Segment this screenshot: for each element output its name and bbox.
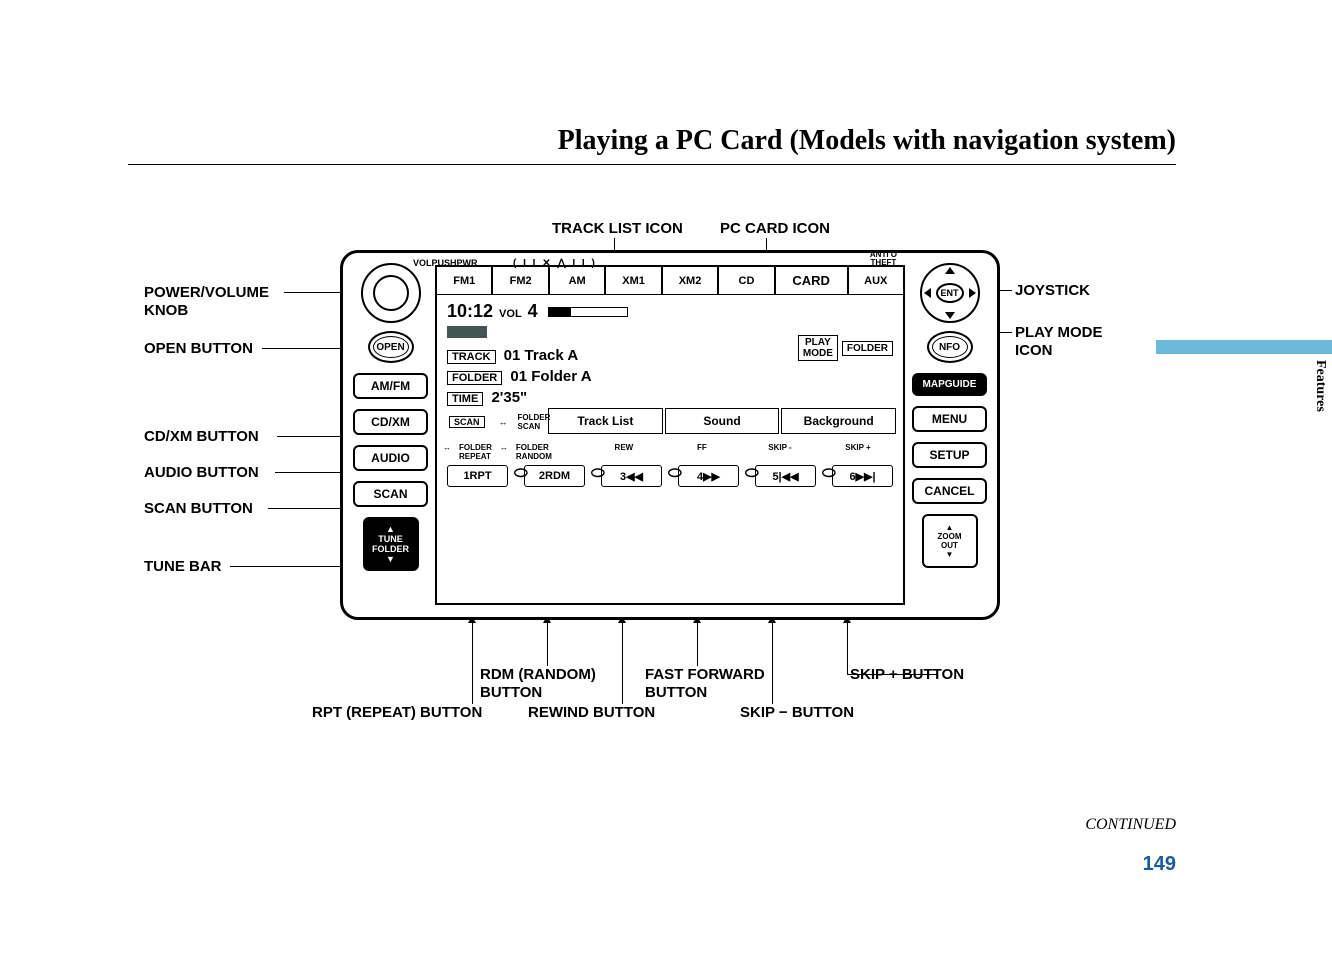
play-mode-group: PLAY MODE FOLDER (798, 335, 893, 361)
cdxm-button[interactable]: CD/XM (353, 409, 428, 435)
callout-rewind: REWIND BUTTON (528, 704, 655, 722)
volume-bar (548, 307, 628, 317)
joystick[interactable]: ENT (920, 263, 980, 323)
callout-tune-bar: TUNE BAR (144, 558, 222, 576)
tune-folder-bar[interactable]: ▲ TUNE FOLDER ▼ (363, 517, 419, 571)
btn-3rew[interactable]: 3◀◀ (601, 465, 662, 487)
tab-am[interactable]: AM (549, 267, 605, 294)
tab-fm2[interactable]: FM2 (492, 267, 548, 294)
stereo-unit: VOLPUSHPWR ( I I ✕ ⋀ I I ) ANTI O THEFT … (340, 250, 1000, 620)
audio-button[interactable]: AUDIO (353, 445, 428, 471)
section-side-tab: Features (1304, 340, 1332, 440)
callout-cdxm-button: CD/XM BUTTON (144, 428, 259, 446)
vol-level: 4 (528, 301, 538, 322)
line (547, 622, 548, 666)
tab-cd[interactable]: CD (718, 267, 774, 294)
tab-xm2[interactable]: XM2 (662, 267, 718, 294)
btn-6skip-fwd[interactable]: 6▶▶| (832, 465, 893, 487)
vol-label: VOL (499, 308, 522, 320)
callout-skip-minus: SKIP − BUTTON (740, 704, 854, 722)
elapsed-time: 2'35" (491, 389, 527, 406)
folder-box-label: FOLDER (447, 371, 502, 385)
mini-rew: REW (585, 443, 663, 461)
callout-pc-card-icon: PC CARD ICON (720, 220, 830, 238)
callout-joystick: JOYSTICK (1015, 282, 1090, 300)
line (772, 622, 773, 704)
tab-fm1[interactable]: FM1 (437, 267, 492, 294)
callout-track-list-icon: TRACK LIST ICON (552, 220, 683, 238)
card-chip-icon (447, 326, 487, 338)
soft-track-list[interactable]: Track List (548, 408, 663, 434)
track-box-label: TRACK (447, 350, 496, 364)
setup-button[interactable]: SETUP (912, 442, 987, 468)
menu-button[interactable]: MENU (912, 406, 987, 432)
mini-skip-plus: SKIP + (819, 443, 897, 461)
left-button-column: OPEN AM/FM CD/XM AUDIO SCAN ▲ TUNE FOLDE… (353, 263, 428, 571)
play-mode-label: PLAY MODE (798, 335, 838, 361)
page-title: Playing a PC Card (Models with navigatio… (558, 125, 1176, 157)
scan-box: SCAN (449, 416, 485, 428)
soft-background[interactable]: Background (781, 408, 896, 434)
tab-aux[interactable]: AUX (848, 267, 903, 294)
folder-random-label: FOLDER RANDOM (516, 443, 552, 461)
soft-sound[interactable]: Sound (665, 408, 780, 434)
callout-rdm: RDM (RANDOM) BUTTON (480, 666, 596, 702)
line (847, 674, 937, 675)
folder-number: 01 (510, 368, 527, 385)
preset-row: 1RPT⬭ 2RDM⬭ 3◀◀⬭ 4▶▶⬭ 5|◀◀⬭ 6▶▶| (447, 465, 893, 487)
tab-xm1[interactable]: XM1 (605, 267, 661, 294)
callout-audio-button: AUDIO BUTTON (144, 464, 259, 482)
amfm-button[interactable]: AM/FM (353, 373, 428, 399)
line (472, 622, 473, 704)
volume-knob[interactable] (361, 263, 421, 323)
continued-label: CONTINUED (1085, 816, 1176, 834)
btn-1rpt[interactable]: 1RPT (447, 465, 508, 487)
open-button[interactable]: OPEN (368, 331, 414, 363)
title-rule (128, 164, 1176, 165)
line (230, 566, 350, 567)
folder-mode-button[interactable]: FOLDER (842, 341, 893, 356)
callout-open-button: OPEN BUTTON (144, 340, 253, 358)
page-number: 149 (1143, 853, 1176, 876)
side-tab-label: Features (1312, 360, 1328, 412)
callout-skip-plus: SKIP + BUTTON (850, 666, 964, 684)
ent-button[interactable]: ENT (936, 283, 964, 303)
callout-play-mode-icon: PLAY MODE ICON (1015, 324, 1103, 360)
folder-scan-label: FOLDER SCAN (518, 413, 551, 431)
right-button-column: ENT NFO MAPGUIDE MENU SETUP CANCEL ▲ ZOO… (912, 263, 987, 568)
callout-scan-button: SCAN BUTTON (144, 500, 253, 518)
line (847, 622, 848, 674)
line (262, 348, 352, 349)
callout-rpt: RPT (REPEAT) BUTTON (312, 704, 482, 722)
nfo-button[interactable]: NFO (927, 331, 973, 363)
clock-time: 10:12 (447, 301, 493, 322)
callout-power-volume: POWER/VOLUME KNOB (144, 284, 269, 320)
track-name: Track A (525, 347, 579, 364)
display-screen: FM1 FM2 AM XM1 XM2 CD CARD AUX 10:12 VOL… (435, 265, 905, 605)
source-tabs: FM1 FM2 AM XM1 XM2 CD CARD AUX (437, 267, 903, 295)
mini-ff: FF (663, 443, 741, 461)
folder-repeat-label: FOLDER REPEAT (459, 443, 492, 461)
line (622, 622, 623, 704)
callout-ff: FAST FORWARD BUTTON (645, 666, 765, 702)
info-area: 10:12 VOL 4 TRACK 01 Track A FOLDER 01 F… (437, 295, 903, 495)
zoom-button[interactable]: ▲ ZOOM OUT ▼ (922, 514, 978, 568)
mapguide-button[interactable]: MAPGUIDE (912, 373, 987, 396)
btn-5skip-back[interactable]: 5|◀◀ (755, 465, 816, 487)
line (697, 622, 698, 666)
track-number: 01 (504, 347, 521, 364)
cancel-button[interactable]: CANCEL (912, 478, 987, 504)
time-box-label: TIME (447, 392, 483, 406)
btn-4ff[interactable]: 4▶▶ (678, 465, 739, 487)
folder-name: Folder A (531, 368, 591, 385)
scan-button[interactable]: SCAN (353, 481, 428, 507)
btn-2rdm[interactable]: 2RDM (524, 465, 585, 487)
tab-card[interactable]: CARD (775, 267, 848, 294)
mini-skip-minus: SKIP - (741, 443, 819, 461)
